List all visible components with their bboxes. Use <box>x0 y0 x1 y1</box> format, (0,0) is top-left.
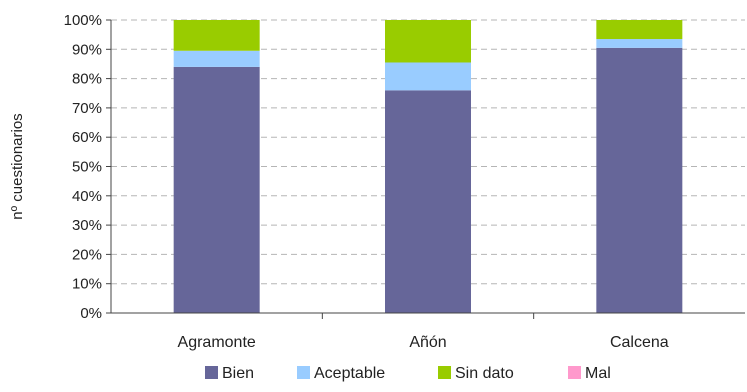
bar-segment-bien <box>596 47 683 314</box>
y-tick-label: 50% <box>72 159 102 176</box>
legend-swatch <box>438 366 451 379</box>
y-tick-label: 30% <box>72 217 102 234</box>
y-tick-label: 80% <box>72 71 102 88</box>
bar-segment-aceptable <box>173 50 260 67</box>
x-tick-label: Añón <box>409 334 446 351</box>
y-tick-label: 0% <box>80 305 102 322</box>
y-tick-label: 40% <box>72 188 102 205</box>
y-tick-label: 20% <box>72 246 102 263</box>
bar-segment-sin-dato <box>173 20 260 51</box>
bar-segment-aceptable <box>596 39 683 48</box>
legend-swatch <box>568 366 581 379</box>
legend-label: Bien <box>222 365 254 382</box>
legend-label: Mal <box>585 365 611 382</box>
x-tick-labels: Agramonte Añón Calcena <box>178 313 669 351</box>
legend-swatch <box>205 366 218 379</box>
y-tick-label: 90% <box>72 41 102 58</box>
y-tick-label: 10% <box>72 276 102 293</box>
legend-label: Aceptable <box>314 365 385 382</box>
bar-segment-sin-dato <box>596 20 683 40</box>
y-tick-label: 70% <box>72 100 102 117</box>
legend-swatch <box>297 366 310 379</box>
bar-segment-bien <box>173 66 260 313</box>
bar-segment-sin-dato <box>385 20 471 63</box>
x-tick-label: Agramonte <box>178 334 256 351</box>
y-tick-labels: 0% 10% 20% 30% 40% 50% 60% 70% 80% 90% 100% <box>64 12 111 322</box>
y-tick-label: 60% <box>72 129 102 146</box>
legend: Bien Aceptable Sin dato Mal <box>205 365 611 382</box>
x-tick-label: Calcena <box>610 334 669 351</box>
y-axis-label: nº cuestionarios <box>9 113 26 219</box>
bar-segment-aceptable <box>385 62 471 91</box>
bars <box>173 20 683 314</box>
legend-label: Sin dato <box>455 365 514 382</box>
y-tick-label: 100% <box>64 12 102 29</box>
bar-segment-bien <box>385 90 471 313</box>
